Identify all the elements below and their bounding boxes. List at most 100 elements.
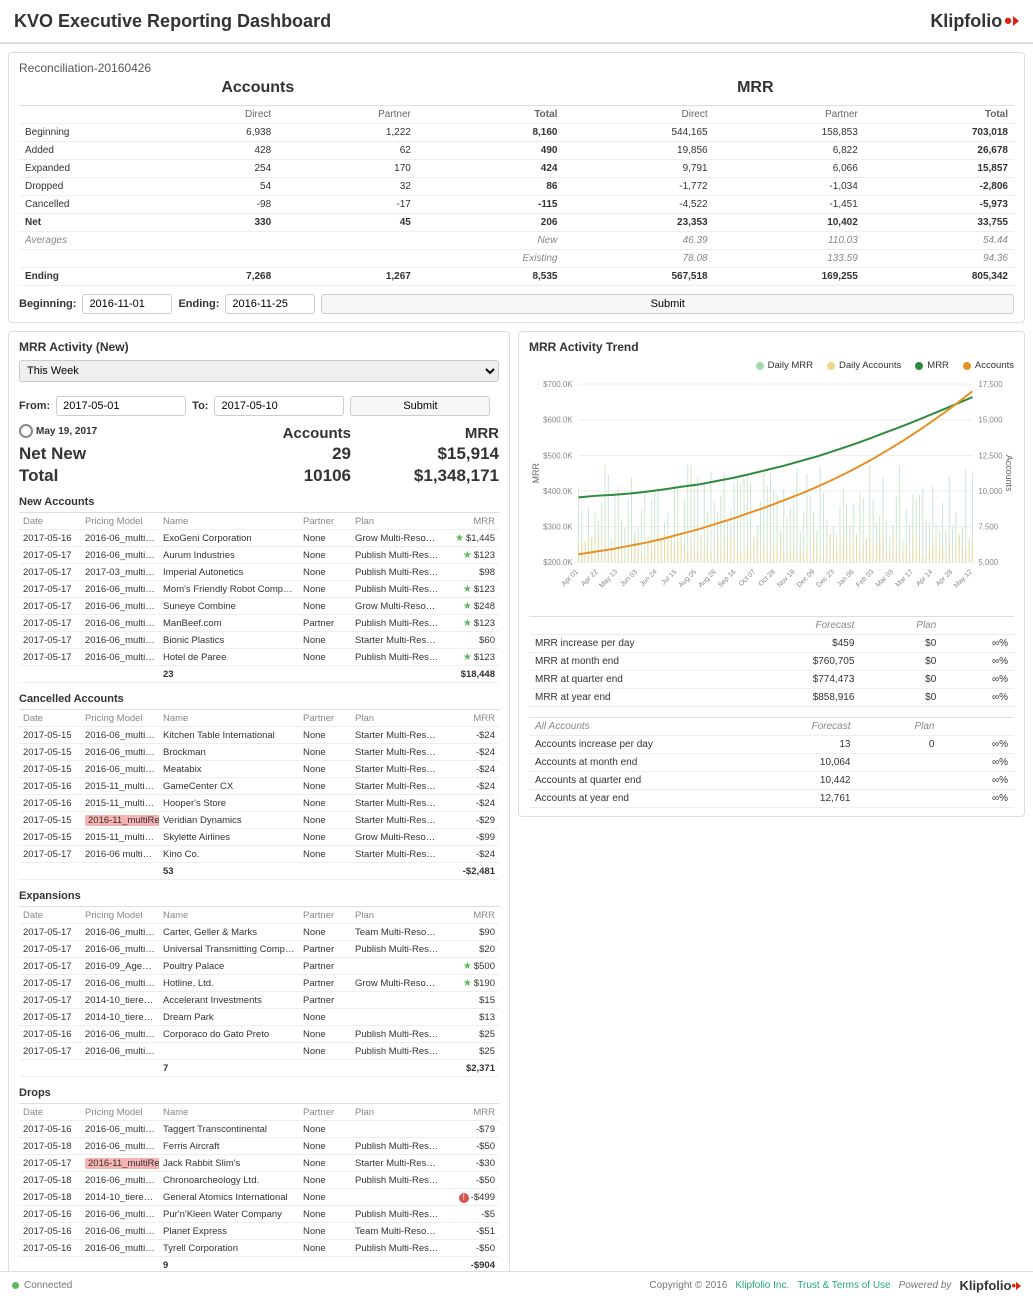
table-row[interactable]: 2017-05-162016-06_multiRe…Planet Express… [19, 1223, 499, 1240]
chart-legend: Daily MRRDaily AccountsMRRAccounts [529, 360, 1014, 371]
table-row[interactable]: 2017-05-152015-11_multiRe…Skylette Airli… [19, 829, 499, 846]
svg-text:$400.0K: $400.0K [543, 487, 573, 496]
table-row[interactable]: 2017-05-172016-06_multiRe…Carter, Geller… [19, 924, 499, 941]
table-row[interactable]: 2017-05-172016-09_Agency…Poultry PalaceP… [19, 958, 499, 975]
table-row[interactable]: 2017-05-162015-11_multiRe…GameCenter CXN… [19, 778, 499, 795]
svg-text:5,000: 5,000 [978, 558, 998, 567]
brand-logo: Klipfolio• [930, 8, 1019, 34]
svg-text:$500.0K: $500.0K [543, 451, 573, 460]
table-row[interactable]: 2017-05-172016-11_multiRe…Jack Rabbit Sl… [19, 1155, 499, 1172]
total-label: Total [19, 466, 203, 486]
new-accounts-table: DatePricing ModelNamePartnerPlanMRR2017-… [19, 512, 499, 683]
table-row[interactable]: 2017-05-152016-06_multiRe…Kitchen Table … [19, 727, 499, 744]
terms-link[interactable]: Trust & Terms of Use [797, 1280, 890, 1291]
svg-text:Jul 15: Jul 15 [660, 568, 678, 586]
recon-submit-button[interactable]: Submit [321, 294, 1014, 314]
svg-text:$700.0K: $700.0K [543, 380, 573, 389]
page-title: KVO Executive Reporting Dashboard [14, 11, 331, 32]
table-row[interactable]: 2017-05-152016-06_multiRe…BrockmanNoneSt… [19, 744, 499, 761]
table-row[interactable]: 2017-05-172016-06_multiRe…NonePublish Mu… [19, 1043, 499, 1060]
svg-text:Jun 03: Jun 03 [619, 568, 639, 588]
svg-text:10,000: 10,000 [978, 487, 1003, 496]
range-select[interactable]: This Week [19, 360, 499, 382]
table-row[interactable]: 2017-05-162016-06_multiRe…Taggert Transc… [19, 1121, 499, 1138]
svg-text:$600.0K: $600.0K [543, 416, 573, 425]
svg-text:Aug 05: Aug 05 [678, 568, 699, 589]
table-row[interactable]: 2017-05-172016-06_multiRe…Mom's Friendly… [19, 581, 499, 598]
accounts-heading: Accounts [19, 79, 497, 97]
table-row[interactable]: 2017-05-172016-06_multiRe…ManBeef.comPar… [19, 615, 499, 632]
trend-panel: MRR Activity Trend Daily MRRDaily Accoun… [518, 331, 1025, 817]
reconciliation-table: DirectPartnerTotalDirectPartnerTotal Beg… [19, 105, 1014, 286]
svg-text:Oct 28: Oct 28 [758, 568, 777, 587]
svg-text:Oct 07: Oct 07 [738, 568, 757, 587]
table-row[interactable]: 2017-05-162016-06_multiRe…ExoGeni Corpor… [19, 530, 499, 547]
table-row[interactable]: 2017-05-172016-06_multiRe…Universal Tran… [19, 941, 499, 958]
mrr-forecast-table: ForecastPlanMRR increase per day$459$0∞%… [529, 616, 1014, 707]
trend-title: MRR Activity Trend [529, 340, 1014, 354]
table-row[interactable]: 2017-05-162016-06_multiRe…Tyrell Corpora… [19, 1240, 499, 1257]
table-row[interactable]: 2017-05-172016-06_multiRe…Hotline, Ltd.P… [19, 975, 499, 992]
svg-text:Apr 01: Apr 01 [561, 568, 580, 587]
app-header: KVO Executive Reporting Dashboard Klipfo… [0, 0, 1033, 44]
reconciliation-title: Reconciliation-20160426 [19, 61, 1014, 75]
reconciliation-panel: Reconciliation-20160426 Accounts MRR Dir… [8, 52, 1025, 323]
svg-text:MRR: MRR [531, 462, 541, 483]
table-row[interactable]: 2017-05-152016-11_multiRe…Veridian Dynam… [19, 812, 499, 829]
table-row[interactable]: 2017-05-172014-10_tiered-s…Accelerant In… [19, 992, 499, 1009]
netnew-label: Net New [19, 444, 203, 464]
new-accounts-title: New Accounts [19, 496, 499, 508]
table-row[interactable]: 2017-05-172016-06_multiRe…Suneye Combine… [19, 598, 499, 615]
svg-text:7,500: 7,500 [978, 523, 998, 532]
table-row[interactable]: 2017-05-172016-06 multiRe…Kino Co.NoneSt… [19, 846, 499, 863]
svg-text:12,500: 12,500 [978, 451, 1003, 460]
expansions-table: DatePricing ModelNamePartnerPlanMRR2017-… [19, 906, 499, 1077]
table-row[interactable]: 2017-05-152016-06_multiRe…MeatabixNoneSt… [19, 761, 499, 778]
beginning-input[interactable] [82, 294, 172, 314]
activity-submit-button[interactable]: Submit [350, 396, 490, 416]
table-row[interactable]: 2017-05-162016-06_multiRe…Corporaco do G… [19, 1026, 499, 1043]
date-marker: May 19, 2017 [19, 424, 203, 438]
table-row[interactable]: 2017-05-172016-06_multiRe…Hotel de Paree… [19, 649, 499, 666]
mrr-heading: MRR [497, 79, 1014, 97]
drops-title: Drops [19, 1087, 499, 1099]
ending-label: Ending: [178, 298, 219, 310]
from-label: From: [19, 400, 50, 412]
table-row[interactable]: 2017-05-172016-06_multiRe…Bionic Plastic… [19, 632, 499, 649]
cancelled-table: DatePricing ModelNamePartnerPlanMRR2017-… [19, 709, 499, 880]
expansions-title: Expansions [19, 890, 499, 902]
trend-chart: $700.0K$600.0K$500.0K$400.0K$300.0K$200.… [529, 373, 1014, 603]
svg-text:17,500: 17,500 [978, 380, 1003, 389]
svg-text:Jun 24: Jun 24 [639, 568, 659, 588]
table-row[interactable]: 2017-05-162015-11_multiRe…Hooper's Store… [19, 795, 499, 812]
footer-logo: Klipfolio• [959, 1278, 1021, 1293]
svg-text:15,000: 15,000 [978, 416, 1003, 425]
svg-text:Nov 18: Nov 18 [776, 568, 797, 589]
svg-text:Apr 14: Apr 14 [915, 568, 934, 587]
mrr-activity-panel: MRR Activity (New) This Week From: To: S… [8, 331, 510, 1283]
svg-text:May 13: May 13 [598, 568, 619, 589]
activity-title: MRR Activity (New) [19, 340, 499, 354]
table-row[interactable]: 2017-05-182014-10_tiered-s…General Atomi… [19, 1189, 499, 1206]
beginning-label: Beginning: [19, 298, 76, 310]
ending-input[interactable] [225, 294, 315, 314]
svg-text:Aug 26: Aug 26 [697, 568, 718, 589]
table-row[interactable]: 2017-05-172017-03_multiRe…Imperial Auton… [19, 564, 499, 581]
footer: Connected Copyright © 2016 Klipfolio Inc… [0, 1271, 1033, 1299]
table-row[interactable]: 2017-05-182016-06_multiRe…Ferris Aircraf… [19, 1138, 499, 1155]
svg-text:$300.0K: $300.0K [543, 523, 573, 532]
cancelled-title: Cancelled Accounts [19, 693, 499, 705]
company-link[interactable]: Klipfolio Inc. [735, 1280, 789, 1291]
svg-text:May 12: May 12 [953, 568, 974, 589]
from-input[interactable] [56, 396, 186, 416]
svg-text:Apr 28: Apr 28 [935, 568, 954, 587]
svg-text:Feb 03: Feb 03 [855, 568, 875, 588]
svg-text:Apr 22: Apr 22 [580, 568, 599, 587]
table-row[interactable]: 2017-05-172014-10_tiered-s…Dream ParkNon… [19, 1009, 499, 1026]
table-row[interactable]: 2017-05-172016-06_multiRe…Aurum Industri… [19, 547, 499, 564]
table-row[interactable]: 2017-05-182016-06_multiRe…Chronoarcheolo… [19, 1172, 499, 1189]
to-input[interactable] [214, 396, 344, 416]
svg-text:Dec 23: Dec 23 [816, 568, 837, 589]
accounts-forecast-table: All AccountsForecastPlanAccounts increas… [529, 717, 1014, 808]
table-row[interactable]: 2017-05-162016-06_multiRe…Pur'n'Kleen Wa… [19, 1206, 499, 1223]
